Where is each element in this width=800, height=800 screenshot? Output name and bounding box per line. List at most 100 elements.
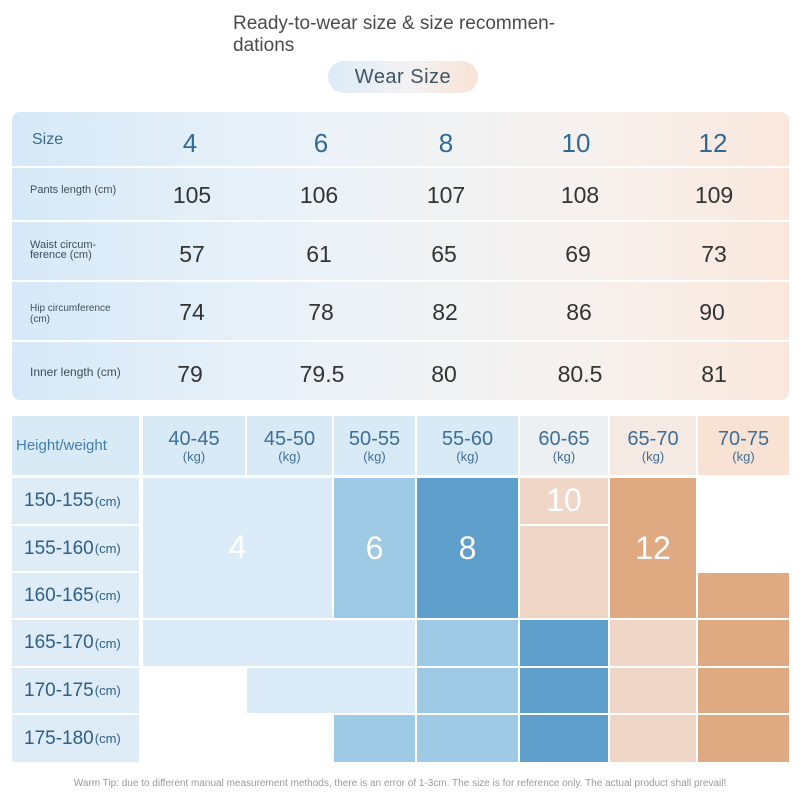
grid-line bbox=[245, 416, 247, 475]
size-8-block: 8 bbox=[417, 478, 518, 618]
weight-header-cell: 65-70 (kg) bbox=[610, 416, 696, 475]
weight-unit: (kg) bbox=[182, 449, 206, 464]
size-header-cell: 6 bbox=[313, 128, 329, 158]
height-unit: (cm) bbox=[94, 683, 121, 698]
weight-range: 65-70 bbox=[627, 428, 679, 450]
grid-line bbox=[12, 618, 789, 620]
size-4-block bbox=[247, 668, 415, 713]
weight-unit: (kg) bbox=[278, 449, 301, 464]
size-6-label: 6 bbox=[365, 529, 384, 566]
inner-length-value: 79 bbox=[177, 361, 203, 387]
weight-range: 60-65 bbox=[538, 428, 590, 450]
grid-line bbox=[696, 416, 698, 762]
height-unit: (cm) bbox=[94, 635, 121, 651]
size-4-block: 4 bbox=[143, 478, 332, 618]
wear-size-badge: Wear Size bbox=[328, 61, 478, 93]
pants-length-value: 105 bbox=[172, 182, 212, 208]
weight-header-cell: 55-60 (kg) bbox=[417, 416, 518, 475]
height-row-label: 160-165 (cm) bbox=[12, 573, 139, 618]
row-divider bbox=[12, 340, 789, 342]
weight-range: 55-60 bbox=[441, 428, 494, 450]
size-8-block bbox=[520, 620, 608, 762]
size-header-cell: 4 bbox=[182, 128, 198, 158]
height-range: 150-155 bbox=[24, 490, 94, 511]
waist-value: 57 bbox=[179, 241, 205, 267]
waist-value: 61 bbox=[306, 241, 332, 267]
grid-line bbox=[518, 524, 608, 526]
size-header-cell: 8 bbox=[438, 128, 454, 158]
weight-range: 45-50 bbox=[263, 428, 316, 450]
weight-range: 70-75 bbox=[717, 428, 770, 450]
pants-length-value: 109 bbox=[694, 182, 734, 208]
height-row-label: 165-170 (cm) bbox=[12, 620, 139, 666]
waist-value: 65 bbox=[431, 241, 457, 267]
size-4-label: 4 bbox=[228, 528, 247, 565]
waist-label-line-2: ference (cm) bbox=[30, 249, 92, 261]
waist-value: 73 bbox=[701, 241, 727, 267]
size-4-block bbox=[143, 620, 415, 666]
weight-header-cell: 40-45 (kg) bbox=[143, 416, 245, 475]
height-row-label: 175-180 (cm) bbox=[12, 715, 139, 762]
pants-length-label: Pants length (cm) bbox=[30, 184, 117, 196]
size-6-block: 6 bbox=[334, 478, 415, 618]
inner-length-value: 81 bbox=[701, 361, 727, 387]
waist-label-line-1: Waist circum- bbox=[30, 239, 97, 251]
hip-value: 86 bbox=[566, 299, 592, 325]
grid-line bbox=[12, 666, 789, 668]
title-line-2: dations bbox=[233, 35, 295, 56]
size-10-block: 10 bbox=[520, 478, 608, 618]
size-table: Size 4 6 8 10 12 Pants length (cm) 105 1… bbox=[12, 112, 789, 400]
weight-header-cell: 70-75 (kg) bbox=[698, 416, 789, 475]
size-header-label: Size bbox=[32, 131, 64, 148]
hip-value: 82 bbox=[432, 299, 458, 325]
grid-line bbox=[518, 416, 520, 762]
grid-line bbox=[415, 416, 417, 762]
inner-length-label: Inner length (cm) bbox=[30, 365, 121, 379]
size-12-block: 12 bbox=[610, 478, 696, 618]
weight-header-cell: 60-65 (kg) bbox=[520, 416, 608, 475]
height-weight-grid: Height/weight 40-45 (kg) 45-50 (kg) 50-5… bbox=[12, 416, 789, 763]
weight-unit: (kg) bbox=[552, 449, 576, 464]
weight-unit: (kg) bbox=[456, 449, 479, 464]
weight-unit: (kg) bbox=[363, 449, 386, 464]
waist-value: 69 bbox=[565, 241, 591, 267]
weight-unit: (kg) bbox=[641, 449, 665, 464]
pants-length-value: 106 bbox=[299, 182, 339, 208]
warm-tip: Warm Tip: due to different manual measur… bbox=[73, 778, 727, 789]
height-weight-corner: Height/weight bbox=[12, 416, 139, 475]
hip-value: 90 bbox=[699, 299, 725, 325]
weight-range: 40-45 bbox=[168, 428, 220, 450]
row-divider bbox=[12, 220, 789, 222]
weight-header-cell: 50-55 (kg) bbox=[334, 416, 415, 475]
row-divider bbox=[12, 280, 789, 282]
page-title: Ready-to-wear size & size recommen- dati… bbox=[233, 13, 613, 57]
inner-length-value: 79.5 bbox=[299, 361, 345, 387]
weight-header-cell: 45-50 (kg) bbox=[247, 416, 332, 475]
size-header-cell: 10 bbox=[561, 128, 591, 158]
grid-line bbox=[608, 416, 610, 762]
grid-line bbox=[12, 475, 789, 478]
row-divider bbox=[12, 166, 789, 168]
pants-length-value: 108 bbox=[560, 182, 600, 208]
hip-label-line-2: (cm) bbox=[30, 314, 50, 325]
height-unit: (cm) bbox=[94, 493, 121, 509]
title-line-1: Ready-to-wear size & size recommen- bbox=[233, 13, 556, 34]
grid-line bbox=[12, 713, 789, 715]
grid-line bbox=[141, 416, 143, 762]
height-range: 155-160 bbox=[24, 537, 94, 559]
height-range: 175-180 bbox=[24, 727, 94, 749]
size-8-label: 8 bbox=[458, 529, 477, 566]
grid-line bbox=[12, 524, 141, 526]
height-unit: (cm) bbox=[94, 541, 121, 556]
height-row-label: 155-160 (cm) bbox=[12, 526, 139, 571]
grid-line bbox=[332, 416, 334, 475]
size-12-label: 12 bbox=[635, 529, 671, 566]
hip-value: 78 bbox=[308, 299, 334, 325]
height-row-label: 150-155 (cm) bbox=[12, 478, 139, 524]
size-header-cell: 12 bbox=[698, 128, 728, 158]
inner-length-value: 80.5 bbox=[557, 361, 603, 387]
size-10-block bbox=[610, 620, 696, 762]
pants-length-value: 107 bbox=[426, 182, 466, 208]
weight-range: 50-55 bbox=[348, 428, 401, 450]
hip-label-line-1: Hip circumference bbox=[30, 303, 111, 314]
